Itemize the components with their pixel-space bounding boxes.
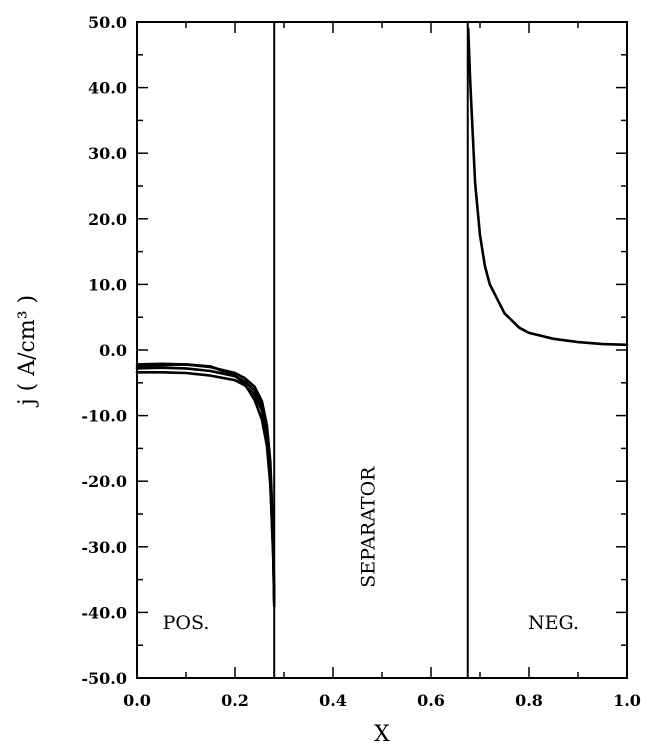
x-tick-label: 0.4 [319, 691, 347, 710]
x-tick-label: 0.0 [123, 691, 151, 710]
plot-frame [136, 21, 628, 679]
y-tick-label: -50.0 [81, 669, 127, 688]
y-tick-label: 30.0 [88, 144, 127, 163]
tick-labels: 0.0 0.2 0.4 0.6 0.8 1.0 50.0 40.0 30.0 20.0 10.0 0.… [81, 13, 641, 710]
y-tick-label: 20.0 [88, 210, 127, 229]
x-tick-label: 0.6 [417, 691, 445, 710]
x-tick-label: 1.0 [613, 691, 641, 710]
region-label: POS. [163, 612, 210, 634]
x-tick-label: 0.2 [221, 691, 249, 710]
series-line-4 [135, 363, 276, 608]
y-axis-title: j ( A/cm³ ) [15, 295, 40, 408]
y-tick-label: -10.0 [81, 407, 127, 426]
region-label: SEPARATOR [358, 466, 380, 588]
x-axis-title: X [374, 722, 390, 744]
y-tick-label: -40.0 [81, 603, 127, 622]
y-tick-label: -20.0 [81, 472, 127, 491]
y-tick-label: -30.0 [81, 538, 127, 557]
y-tick-label: 50.0 [88, 13, 127, 32]
series-group [135, 27, 629, 608]
x-tick-label: 0.8 [515, 691, 543, 710]
y-tick-label: 0.0 [99, 341, 127, 360]
series-line-3 [135, 370, 276, 604]
y-tick-label: 10.0 [88, 275, 127, 294]
region-label: NEG. [528, 612, 579, 634]
series-line-5 [466, 27, 629, 347]
y-tick-label: 40.0 [88, 79, 127, 98]
region-labels: POS. SEPARATOR NEG. [163, 466, 579, 634]
ticks [136, 21, 628, 679]
series-line-2 [135, 366, 276, 601]
